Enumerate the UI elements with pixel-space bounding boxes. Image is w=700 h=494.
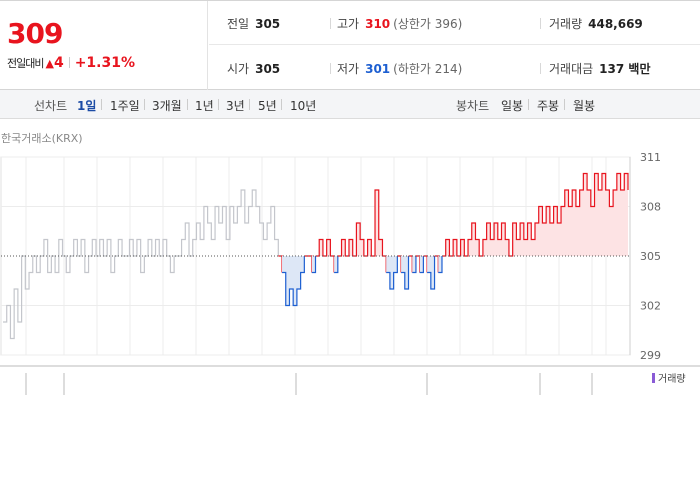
lower-limit: (하한가 214): [393, 62, 463, 76]
volume-legend-label: 거래량: [658, 373, 686, 385]
change-label: 전일대비: [7, 57, 44, 70]
area-fill: [438, 256, 442, 273]
low-price: 저가 301 (하한가 214): [337, 60, 462, 77]
divider: [540, 18, 541, 29]
volume-legend-swatch: [652, 373, 655, 383]
amount-label: 거래대금: [549, 62, 594, 76]
price-line: [401, 256, 410, 290]
divider: [330, 63, 331, 74]
candle-daily[interactable]: 일봉: [501, 99, 524, 113]
open-value: 305: [255, 62, 281, 76]
summary-row-1: 전일 305 고가 310 (상한가 396) 거래량 448,669: [209, 1, 700, 45]
prev-close: 전일 305: [227, 15, 280, 32]
price-line: [397, 255, 402, 273]
area-fill: [315, 239, 335, 273]
divider: [68, 57, 70, 68]
summary-row-2: 시가 305 저가 301 (하한가 214) 거래대금 137 백만: [209, 46, 700, 90]
chart-toolbar: 선차트 1일 1주일 3개월 1년 3년 5년 10년 봉차트 일봉 주봉 월봉: [0, 90, 700, 119]
price-line: [441, 172, 629, 257]
divider: [540, 63, 541, 74]
up-triangle-icon: ▲: [45, 57, 54, 70]
period-5y[interactable]: 5년: [258, 99, 277, 113]
price-line: [3, 189, 279, 340]
area-fill: [311, 256, 316, 273]
divider: [281, 99, 282, 110]
price-line: [386, 256, 398, 290]
change-amount: 4: [53, 55, 64, 71]
low-label: 저가: [337, 62, 360, 76]
divider: [249, 99, 250, 110]
y-tick-label: 311: [640, 151, 661, 164]
divider: [218, 99, 219, 110]
period-1d[interactable]: 1일: [77, 99, 97, 113]
divider: [528, 99, 529, 110]
y-tick-label: 302: [640, 300, 661, 313]
line-chart-label: 선차트: [34, 99, 68, 113]
y-tick-label: 308: [640, 201, 661, 214]
candle-chart-label: 봉차트: [456, 99, 490, 113]
period-10y[interactable]: 10년: [290, 99, 317, 113]
high-price: 고가 310 (상한가 396): [337, 15, 462, 32]
area-fill: [419, 256, 424, 273]
divider: [144, 99, 145, 110]
price-line: [427, 256, 436, 290]
price-chart[interactable]: 한국거래소(KRX) 311 308 305 302 299 거래량: [0, 120, 700, 490]
chart-canvas[interactable]: 311 308 305 302 299 거래량: [0, 120, 700, 490]
y-tick-label: 305: [640, 250, 661, 263]
high-value: 310: [365, 17, 391, 31]
price-line: [334, 256, 339, 274]
prev-close-label: 전일: [227, 17, 250, 31]
y-tick-label: 299: [640, 349, 661, 362]
trade-amount: 거래대금 137 백만: [549, 60, 650, 77]
period-1y[interactable]: 1년: [195, 99, 214, 113]
area-fill: [334, 256, 338, 273]
area-fill: [282, 256, 305, 306]
price-line: [412, 256, 417, 274]
current-price: 309: [7, 17, 63, 50]
volume-value: 448,669: [588, 17, 643, 31]
low-value: 301: [365, 62, 391, 76]
price-summary: 309 전일대비 ▲4 +1.31% 전일 305 고가 310 (상한가 396) 거래…: [0, 0, 700, 90]
divider: [330, 18, 331, 29]
divider: [187, 99, 188, 110]
price-line: [438, 256, 443, 274]
prev-close-value: 305: [255, 17, 281, 31]
area-fill: [386, 256, 398, 289]
current-price-box: 309 전일대비 ▲4 +1.31%: [0, 1, 208, 90]
amount-value: 137 백만: [599, 62, 651, 76]
area-fill: [337, 190, 387, 273]
volume: 거래량 448,669: [549, 15, 643, 32]
volume-label: 거래량: [549, 17, 583, 31]
period-3y[interactable]: 3년: [226, 99, 245, 113]
upper-limit: (상한가 396): [393, 17, 463, 31]
candle-weekly[interactable]: 주봉: [537, 99, 560, 113]
price-line: [282, 256, 305, 307]
high-label: 고가: [337, 17, 360, 31]
period-1w[interactable]: 1주일: [110, 99, 140, 113]
open-price: 시가 305: [227, 60, 280, 77]
data-source: 한국거래소(KRX): [1, 132, 83, 145]
change-rate: +1.31%: [74, 55, 136, 71]
price-line: [419, 256, 424, 274]
period-3m[interactable]: 3개월: [152, 99, 182, 113]
open-label: 시가: [227, 62, 250, 76]
area-fill: [412, 256, 416, 273]
candle-monthly[interactable]: 월봉: [573, 99, 596, 113]
area-fill: [441, 173, 628, 256]
price-line: [311, 256, 317, 274]
divider: [101, 99, 102, 110]
change-row: 전일대비 ▲4 +1.31%: [7, 55, 135, 71]
divider: [564, 99, 565, 110]
